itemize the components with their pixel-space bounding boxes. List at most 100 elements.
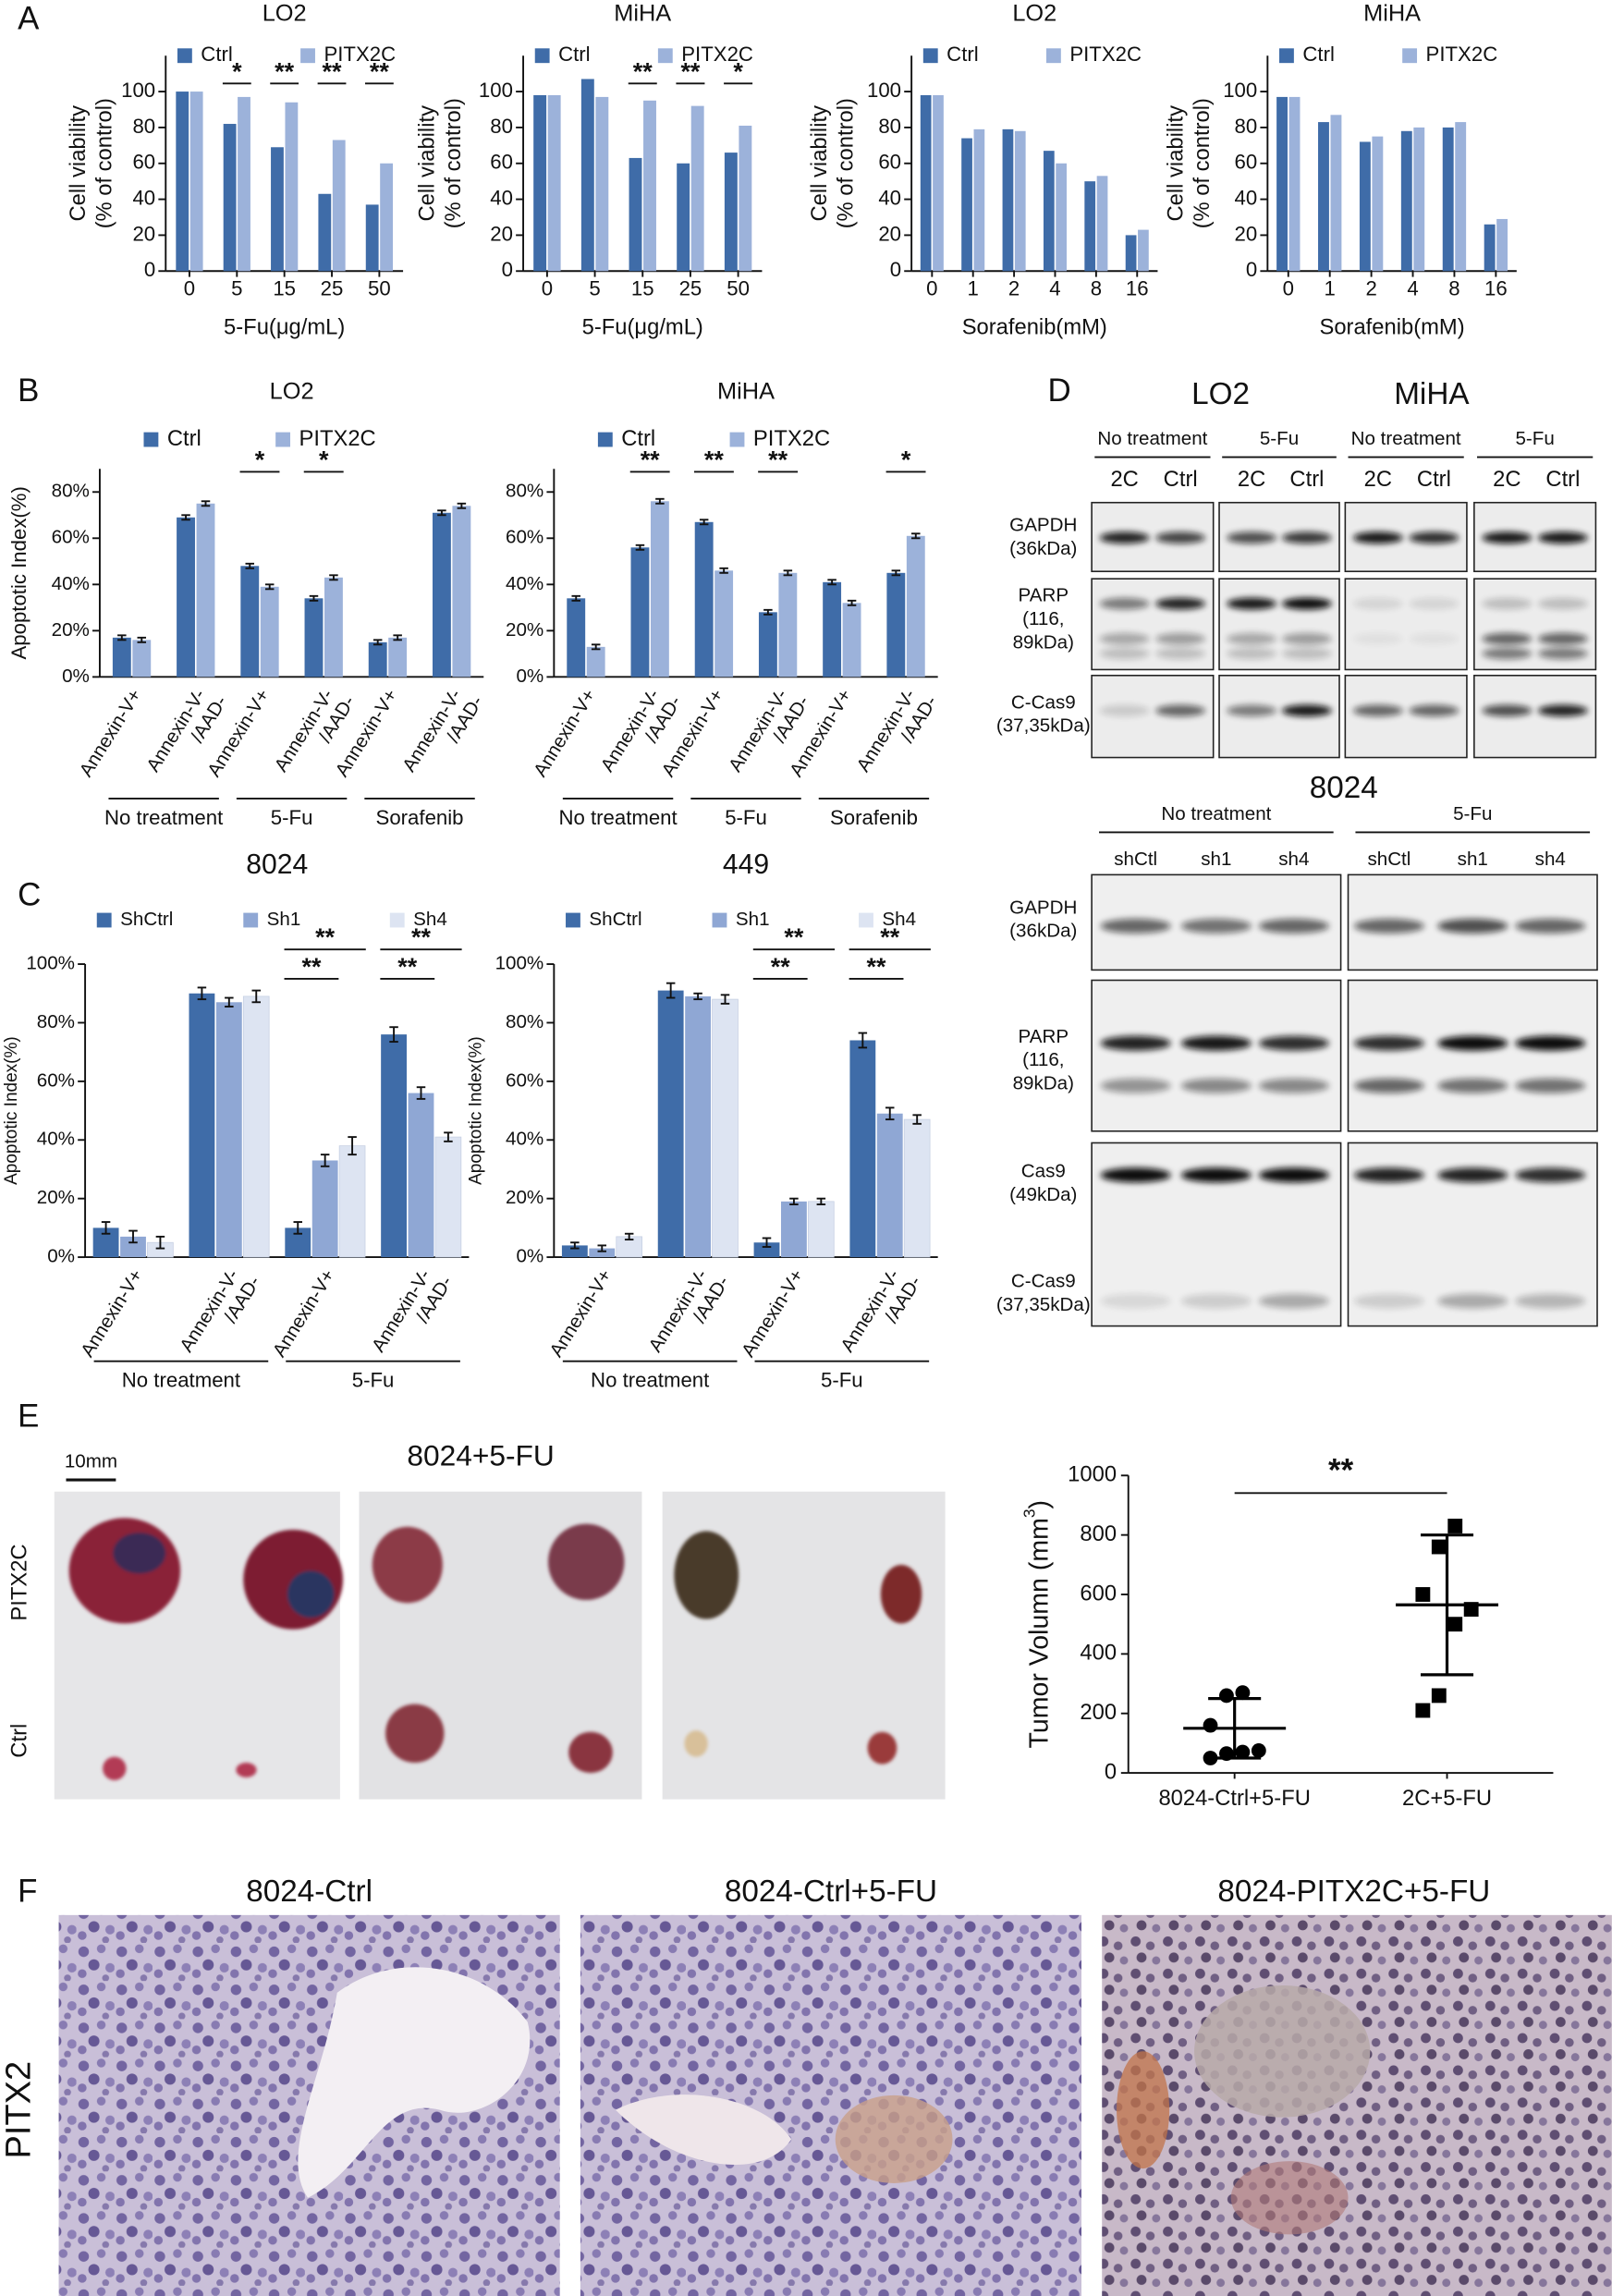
error-bar: [699, 519, 709, 526]
x-tick-label: 0: [926, 277, 937, 300]
y-tick-label: 80: [1235, 115, 1258, 138]
error-bar: [264, 583, 275, 591]
y-tick-label: 60%: [37, 1069, 75, 1091]
blot-band: [1258, 1293, 1329, 1309]
row-label: (37,35kDa): [996, 1294, 1091, 1315]
bar: [1276, 96, 1288, 272]
x-axis-label: Sorafenib(mM): [1319, 314, 1464, 339]
error-bar: [693, 992, 702, 1001]
bar: [778, 572, 798, 678]
blot-band: [1155, 704, 1206, 717]
error-bar: [101, 1221, 111, 1235]
blot-band: [1258, 1035, 1329, 1051]
blot-band: [1353, 1293, 1424, 1309]
y-tick-label: 400: [1080, 1641, 1117, 1666]
sig-label: **: [704, 446, 724, 473]
sig-label: **: [323, 57, 342, 85]
bar: [1138, 229, 1149, 272]
legend-swatch: [566, 912, 580, 928]
sig-label: **: [370, 57, 389, 85]
image-title: 8024-Ctrl: [246, 1875, 372, 1909]
bar: [567, 598, 586, 678]
tumor: [880, 1564, 922, 1624]
x-tick-label: 5: [231, 277, 242, 300]
stain: [1230, 2161, 1349, 2235]
blot-band: [1100, 1167, 1171, 1183]
x-tick-label: Annexin-V+: [77, 1265, 147, 1361]
bar: [1056, 163, 1068, 272]
sig-label: **: [633, 57, 653, 85]
blot-band: [1180, 918, 1252, 934]
legend-swatch: [534, 48, 550, 64]
legend-label: ShCtrl: [120, 909, 173, 930]
x-tick-label: 15: [631, 277, 654, 300]
sig-label: **: [880, 923, 899, 951]
y-axis-label-end: ): [1024, 1500, 1054, 1508]
error-bar: [437, 509, 446, 517]
blot-box: [1344, 578, 1468, 671]
error-bar: [591, 643, 601, 651]
sig-label: **: [275, 57, 294, 85]
lane-label: Ctrl: [1289, 467, 1324, 492]
row-label: (116,: [1022, 1049, 1064, 1070]
y-tick-label: 20: [132, 222, 155, 245]
bar: [285, 102, 299, 272]
bar: [724, 153, 738, 272]
y-tick-label: 60%: [506, 1069, 543, 1091]
x-tick-label: 25: [679, 277, 702, 300]
chart-title: MiHA: [717, 379, 775, 405]
y-tick-label: 60%: [506, 527, 543, 548]
blot-band: [1353, 1167, 1424, 1183]
blot-band: [1515, 1167, 1586, 1183]
lane-label: Ctrl: [1545, 467, 1580, 492]
y-tick-label: 200: [1080, 1700, 1117, 1725]
bar: [961, 138, 972, 272]
bar: [630, 547, 650, 678]
legend-label: PITX2C: [753, 426, 830, 451]
blot-band: [1281, 531, 1332, 544]
bar: [643, 100, 656, 272]
tumor: [684, 1730, 708, 1757]
y-tick-label: 40%: [37, 1129, 75, 1150]
tumor-photos: [54, 1478, 946, 1800]
blot-band: [1100, 1293, 1171, 1309]
blot-box: [1218, 674, 1340, 759]
y-tick-label: 40: [490, 186, 513, 209]
blot-band: [1537, 704, 1588, 717]
histology-images: [58, 1914, 1612, 2296]
blot-band: [1353, 918, 1424, 934]
error-bar: [372, 639, 383, 646]
y-tick-label: 80%: [52, 481, 90, 502]
x-tick-label-group: Annexin-V+: [76, 686, 146, 781]
y-tick-label: 20%: [506, 1187, 543, 1208]
y-tick-label: 80: [132, 115, 155, 138]
error-bar: [885, 1106, 895, 1121]
error-bar: [329, 574, 338, 581]
blot-band: [1180, 1035, 1252, 1051]
sig-label: **: [680, 57, 700, 85]
sig-label: *: [319, 446, 329, 473]
error-bar: [624, 1232, 634, 1241]
sig-label: *: [232, 57, 242, 85]
point: [1235, 1685, 1251, 1701]
y-tick-label: 80%: [506, 481, 543, 502]
x-tick-label: 0: [542, 277, 553, 300]
error-bar: [309, 594, 319, 602]
bar: [368, 641, 387, 678]
row-label: GAPDH: [1009, 515, 1077, 536]
blot-box: [1347, 979, 1598, 1132]
blot-band: [1353, 1035, 1424, 1051]
bar: [586, 646, 605, 678]
point: [1447, 1519, 1463, 1533]
bar: [753, 1242, 780, 1258]
y-tick-label: 60%: [52, 527, 90, 548]
y-tick-label: 80: [490, 115, 513, 138]
point: [1431, 1688, 1447, 1704]
error-bar: [635, 543, 645, 551]
legend-label: Sh1: [736, 909, 770, 930]
bar: [1043, 151, 1055, 272]
legend-label: PITX2C: [299, 426, 376, 451]
bar: [452, 506, 471, 678]
error-bar: [912, 1114, 922, 1125]
